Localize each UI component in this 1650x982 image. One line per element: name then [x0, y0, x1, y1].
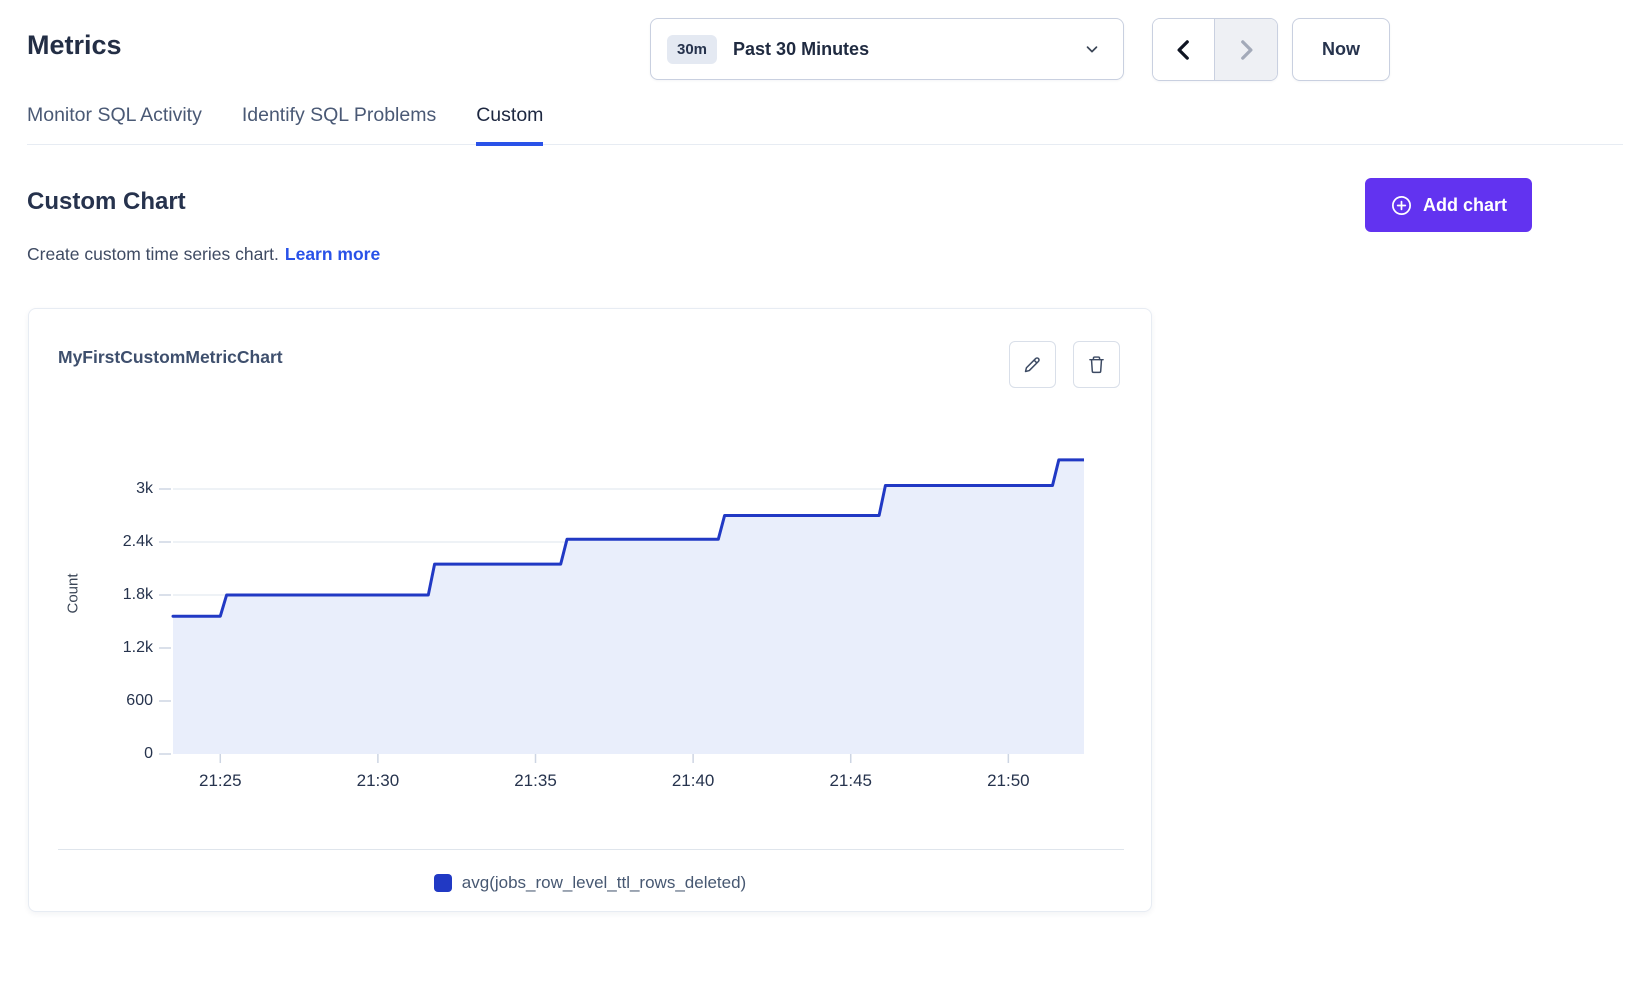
section-subtitle: Create custom time series chart. Learn mo… [27, 244, 380, 265]
delete-chart-button[interactable] [1073, 341, 1120, 388]
add-chart-button[interactable]: Add chart [1365, 178, 1532, 232]
y-tick-label: 0 [144, 744, 153, 764]
x-tick-label: 21:30 [357, 771, 400, 791]
now-button-label: Now [1322, 39, 1360, 60]
y-axis-labels: 0 600 1.2k 1.8k 2.4k 3k [87, 309, 153, 911]
y-tick-label: 1.2k [123, 638, 153, 658]
time-range-badge: 30m [667, 35, 717, 64]
x-tick-label: 21:45 [829, 771, 872, 791]
time-nav-group [1152, 18, 1278, 81]
legend-item[interactable]: avg(jobs_row_level_ttl_rows_deleted) [29, 873, 1151, 893]
x-tick-label: 21:35 [514, 771, 557, 791]
trash-icon [1086, 354, 1107, 375]
x-tick-label: 21:40 [672, 771, 715, 791]
time-range-dropdown[interactable]: 30m Past 30 Minutes [650, 18, 1124, 80]
chart-title: MyFirstCustomMetricChart [58, 347, 283, 368]
add-chart-label: Add chart [1423, 195, 1507, 216]
x-tick-label: 21:50 [987, 771, 1030, 791]
tab-monitor-sql-activity[interactable]: Monitor SQL Activity [27, 104, 202, 144]
learn-more-link[interactable]: Learn more [285, 244, 380, 264]
metrics-page: Metrics 30m Past 30 Minutes Now Monitor … [0, 0, 1650, 982]
legend-divider [58, 849, 1124, 850]
x-axis-labels: 21:25 21:30 21:35 21:40 21:45 21:50 [159, 771, 1084, 795]
section-title: Custom Chart [27, 188, 186, 216]
pencil-icon [1022, 354, 1043, 375]
legend-swatch [434, 874, 452, 892]
time-range-label: Past 30 Minutes [733, 39, 869, 60]
custom-chart-card: MyFirstCustomMetricChart Count 0 600 1.2k 1… [28, 308, 1152, 912]
y-tick-label: 1.8k [123, 585, 153, 605]
next-time-button[interactable] [1215, 19, 1277, 80]
tab-identify-sql-problems[interactable]: Identify SQL Problems [242, 104, 436, 144]
y-axis-title: Count [65, 564, 82, 624]
page-title: Metrics [27, 30, 122, 61]
chevron-down-icon [1083, 40, 1101, 58]
x-tick-label: 21:25 [199, 771, 242, 791]
y-tick-label: 600 [126, 691, 153, 711]
now-button[interactable]: Now [1292, 18, 1390, 81]
edit-chart-button[interactable] [1009, 341, 1056, 388]
y-tick-label: 3k [136, 479, 153, 499]
previous-time-button[interactable] [1153, 19, 1215, 80]
chart-svg[interactable] [159, 436, 1084, 766]
tab-custom[interactable]: Custom [476, 104, 543, 146]
legend-label: avg(jobs_row_level_ttl_rows_deleted) [462, 873, 746, 893]
y-tick-label: 2.4k [123, 532, 153, 552]
section-subtitle-text: Create custom time series chart. [27, 244, 279, 264]
plus-circle-icon [1390, 194, 1413, 217]
tab-bar: Monitor SQL Activity Identify SQL Proble… [27, 104, 1623, 145]
